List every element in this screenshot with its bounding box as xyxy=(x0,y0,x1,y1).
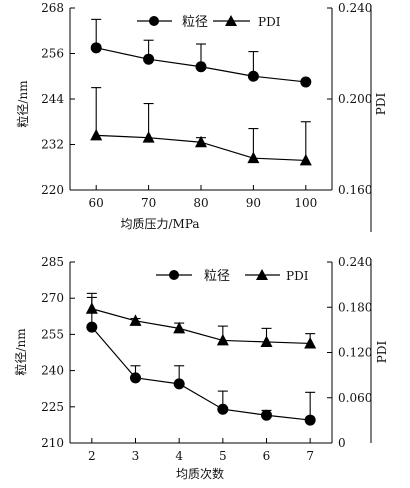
y-axis-label: 粒径/nm xyxy=(15,80,30,128)
y2-tick-label: 0.060 xyxy=(338,391,372,405)
x-tick-label: 70 xyxy=(141,196,156,210)
data-point-pdi xyxy=(85,302,98,314)
legend-bottom-chart: 粒径 PDI xyxy=(156,269,309,284)
y2-tick-label: 0.120 xyxy=(338,346,372,360)
x-tick-label: 7 xyxy=(306,449,314,463)
series-line-size xyxy=(91,326,311,421)
chart-pressure: 220 232 244 256 268 0.160 0.200 0.240 60 70 80 90 10… xyxy=(15,1,388,232)
x-tick-label: 2 xyxy=(88,449,96,463)
data-point-size xyxy=(261,409,272,421)
x-tick-label: 90 xyxy=(246,196,261,210)
y-axis-label: 粒径/nm xyxy=(13,328,28,376)
data-point-pdi xyxy=(247,151,260,164)
legend-marker-pdi xyxy=(256,269,268,280)
x-axis-label: 均质压力/MPa xyxy=(120,217,199,231)
y-tick-label: 244 xyxy=(41,92,64,106)
y-tick-label: 285 xyxy=(41,255,64,269)
y2-tick-label: 0.160 xyxy=(338,183,372,197)
data-point-pdi xyxy=(299,153,312,166)
legend-label-pdi: PDI xyxy=(258,15,281,29)
data-point-size xyxy=(300,76,312,88)
y2-tick-label: 0.200 xyxy=(338,92,372,106)
series-line-pdi xyxy=(91,308,311,345)
y2-tick-label: 0.240 xyxy=(338,1,372,15)
y-tick-label: 240 xyxy=(41,364,64,378)
data-point-pdi xyxy=(142,131,155,143)
y-tick-label: 220 xyxy=(41,183,64,197)
data-point-size xyxy=(130,372,141,384)
x-tick-label: 80 xyxy=(193,196,208,210)
y-tick-label: 268 xyxy=(41,1,64,15)
data-point-size xyxy=(86,321,98,333)
y2-tick-label: 0 xyxy=(338,436,346,450)
y2-axis-label: PDI xyxy=(375,341,389,364)
x-tick-label: 4 xyxy=(175,449,183,463)
legend-top-chart: 粒径 PDI xyxy=(137,15,281,30)
y-tick-label: 210 xyxy=(41,436,64,450)
data-point-pdi xyxy=(90,128,103,141)
y-tick-label: 270 xyxy=(41,291,64,305)
y2-tick-label: 0.240 xyxy=(338,255,372,269)
y-tick-label: 232 xyxy=(41,138,64,152)
data-point-size xyxy=(90,42,102,54)
legend-marker-size xyxy=(169,270,179,280)
legend-label-size: 粒径 xyxy=(182,15,208,30)
data-point-size xyxy=(143,53,155,65)
data-point-size xyxy=(247,70,259,82)
x-tick-label: 5 xyxy=(219,449,227,463)
chart-passes: 210 225 240 255 270 285 0 0.060 0.120 0.180 0.240 2… xyxy=(13,255,389,481)
data-point-pdi xyxy=(173,321,186,334)
y2-axis-label: PDI xyxy=(374,93,388,116)
y-tick-label: 225 xyxy=(41,400,64,414)
x-tick-label: 60 xyxy=(89,196,104,210)
x-axis-label: 均质次数 xyxy=(176,466,224,481)
legend-marker-size xyxy=(149,16,159,26)
data-point-size xyxy=(217,403,229,415)
legend-marker-pdi xyxy=(225,15,237,26)
legend-label-size: 粒径 xyxy=(204,269,230,284)
data-point-size xyxy=(304,414,316,426)
data-point-pdi xyxy=(195,135,207,148)
legend-label-pdi: PDI xyxy=(286,269,309,283)
x-tick-label: 3 xyxy=(132,449,140,463)
y-tick-label: 255 xyxy=(41,327,64,341)
data-point-pdi xyxy=(260,335,273,347)
x-tick-label: 100 xyxy=(294,196,317,210)
x-tick-label: 6 xyxy=(263,449,271,463)
data-point-pdi xyxy=(304,336,317,349)
data-point-size xyxy=(195,61,207,73)
data-point-pdi xyxy=(129,314,142,326)
data-point-pdi xyxy=(216,333,229,346)
data-point-size xyxy=(173,378,185,390)
y-tick-label: 256 xyxy=(41,47,64,61)
y2-tick-label: 0.180 xyxy=(338,300,372,314)
